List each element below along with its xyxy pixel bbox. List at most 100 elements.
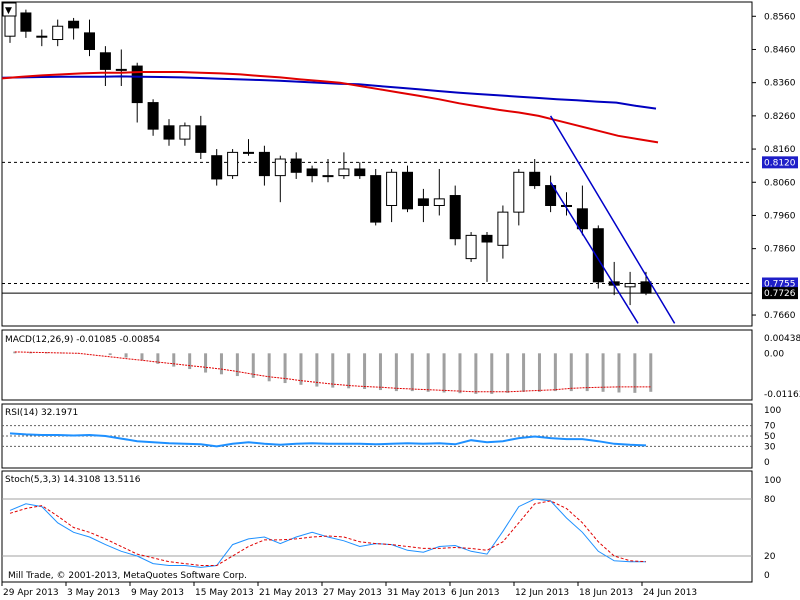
candle-body: [115, 68, 127, 71]
time-tick-label: 15 May 2013: [195, 588, 254, 598]
macd-bar: [506, 353, 510, 393]
price-badge-label: 0.7726: [764, 289, 796, 299]
chart-menu-arrow-icon[interactable]: ▼: [5, 6, 12, 16]
macd-bar: [426, 353, 430, 392]
rsi-tick-label: 0: [764, 458, 770, 468]
time-tick-label: 12 Jun 2013: [515, 588, 569, 598]
price-tick-label: 0.7860: [764, 245, 796, 255]
price-badge: [762, 287, 798, 300]
candle-body: [513, 171, 525, 213]
macd-bar: [458, 353, 462, 394]
macd-signal-line: [14, 351, 651, 393]
candle-body: [592, 228, 604, 283]
candle-body: [243, 151, 254, 154]
candle-body: [36, 35, 48, 38]
main-price-panel[interactable]: [1, 1, 753, 327]
macd-bar: [267, 353, 271, 382]
stoch-main-line: [9, 498, 646, 568]
price-tick-label: 0.8260: [764, 112, 796, 122]
candle-body: [465, 234, 477, 260]
stoch-series: [2, 498, 752, 568]
stoch-tick-label: 0: [764, 571, 770, 581]
stoch-tick-label: 80: [764, 495, 776, 505]
candle-body: [84, 32, 95, 50]
price-badge-label: 0.7755: [764, 280, 796, 290]
macd-bar: [124, 353, 128, 358]
channel-line: [549, 115, 676, 324]
macd-series: [13, 351, 653, 394]
macd-bar: [537, 353, 541, 392]
macd-tick-label: 0.00438: [764, 334, 800, 344]
time-tick-label: 3 May 2013: [67, 588, 120, 598]
stoch-label: Stoch(5,3,3) 14.3108 13.5116: [5, 475, 141, 485]
stoch-signal-line: [9, 500, 647, 566]
candle-body: [163, 125, 175, 140]
macd-bar: [394, 353, 398, 392]
candle-body: [274, 158, 286, 177]
macd-bar: [108, 353, 112, 356]
channel-line: [549, 181, 639, 324]
candle-body: [20, 12, 32, 32]
chart-menu-box[interactable]: [2, 2, 17, 17]
candle-body: [52, 25, 64, 41]
macd-bar: [601, 353, 605, 392]
time-tick-label: 6 Jun 2013: [451, 588, 499, 598]
candle-body: [322, 175, 334, 178]
candle-body: [179, 125, 191, 140]
stoch-tick-label: 100: [764, 476, 781, 486]
candle-body: [576, 208, 588, 230]
candle-body: [561, 204, 572, 207]
macd-bar: [188, 353, 192, 370]
macd-bar: [617, 353, 621, 393]
price-tick-label: 0.8160: [764, 145, 796, 155]
macd-bar: [204, 353, 208, 373]
macd-bar: [442, 353, 446, 393]
ma-slow-line: [1, 75, 657, 110]
macd-bar: [251, 353, 255, 378]
candle-body: [402, 171, 413, 210]
macd-bar: [474, 353, 478, 394]
macd-bar: [235, 353, 239, 377]
candle-body: [624, 283, 636, 288]
rsi-line: [9, 432, 647, 448]
price-tick-label: 0.8060: [764, 178, 796, 188]
rsi-tick-label: 70: [764, 422, 776, 432]
macd-bar: [315, 353, 319, 387]
macd-bar: [490, 353, 494, 394]
macd-bar: [347, 353, 351, 389]
price-badge: [762, 277, 798, 290]
macd-bar: [569, 353, 573, 392]
time-tick-label: 29 Apr 2013: [3, 588, 59, 598]
macd-bar: [522, 353, 526, 392]
price-tick-label: 0.7960: [764, 211, 796, 221]
candle-body: [306, 168, 318, 177]
macd-bar: [633, 353, 637, 393]
candle-body: [497, 211, 509, 246]
time-tick-label: 9 May 2013: [131, 588, 184, 598]
candle-body: [481, 234, 493, 243]
candle-body: [211, 155, 223, 180]
macd-label-bg: [4, 333, 154, 345]
macd-label: MACD(12,26,9) -0.01085 -0.00854: [5, 335, 160, 345]
macd-bar: [13, 351, 17, 354]
candle-body: [147, 102, 159, 130]
macd-bar: [410, 353, 414, 392]
time-tick-label: 18 Jun 2013: [579, 588, 633, 598]
candle-body: [370, 175, 382, 223]
candle-body: [449, 195, 461, 240]
price-tick-label: 0.8360: [764, 79, 796, 89]
macd-bar: [553, 353, 557, 392]
candle-body: [290, 158, 302, 173]
macd-bar: [156, 353, 160, 364]
stoch-tick-label: 20: [764, 552, 776, 562]
macd-bar: [283, 353, 287, 384]
macd-tick-label: -0.01163: [764, 390, 800, 400]
candle-body: [131, 65, 143, 104]
price-tick-label: 0.8560: [764, 12, 796, 22]
stoch-panel[interactable]: [1, 470, 753, 583]
time-tick-label: 27 May 2013: [323, 588, 382, 598]
rsi-label-bg: [4, 406, 78, 418]
price-series: [1, 4, 752, 324]
candle-body: [433, 198, 445, 206]
